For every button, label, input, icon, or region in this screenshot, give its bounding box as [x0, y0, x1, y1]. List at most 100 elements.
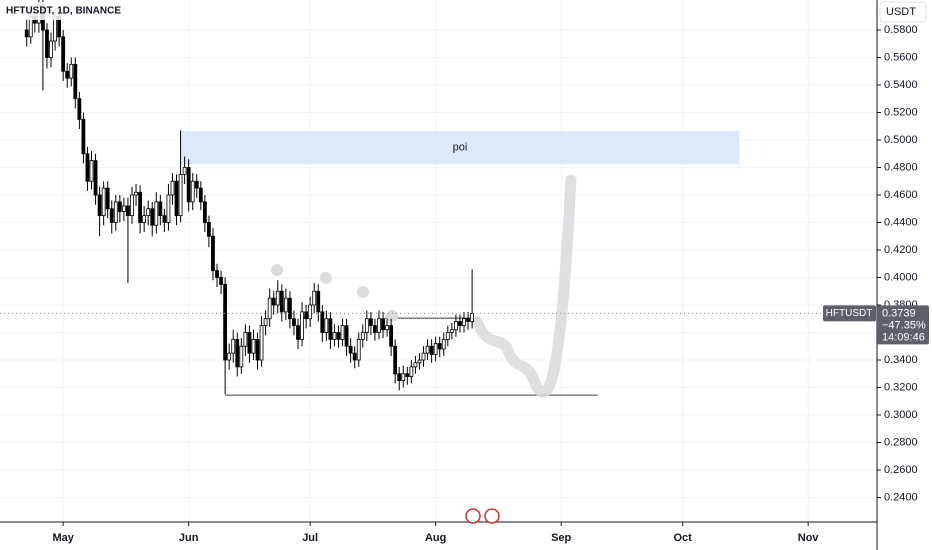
candle-body	[117, 201, 122, 212]
candle-body	[417, 359, 422, 364]
candle-body	[227, 352, 232, 361]
y-tick-label: 0.5600	[884, 51, 918, 63]
candle-body	[413, 362, 418, 368]
candle-body	[409, 366, 414, 377]
candle-body	[263, 318, 268, 327]
y-tick-label: 0.4800	[884, 161, 918, 173]
candle-body	[352, 352, 357, 361]
candle-body	[93, 160, 98, 196]
candle-body	[324, 318, 329, 333]
candle-body	[162, 215, 167, 223]
candles	[24, 0, 475, 395]
candle-body	[316, 290, 321, 313]
candle-body	[101, 187, 106, 217]
candle-body	[336, 332, 341, 340]
candle-body	[300, 311, 304, 340]
x-tick-label: Sep	[551, 532, 571, 544]
candle-body	[130, 194, 134, 217]
chart-title: HFTUSDT, 1D, BINANCE	[6, 6, 121, 17]
candle-body	[320, 311, 325, 333]
candle-body	[356, 338, 361, 361]
title-bg	[0, 2, 104, 20]
candle-body	[65, 70, 70, 79]
x-tick-label: Oct	[673, 532, 692, 544]
candle-body	[389, 325, 394, 347]
y-tick-label: 0.4000	[884, 271, 918, 283]
candle-body	[113, 201, 118, 223]
candle-body	[259, 325, 264, 361]
candle-body	[49, 40, 53, 58]
candle-body	[421, 352, 426, 361]
candle-body	[397, 373, 402, 382]
symbol-label: HFTUSDT	[826, 308, 873, 319]
candle-body	[466, 318, 470, 322]
candle-body	[73, 63, 78, 100]
event-icon[interactable]	[465, 508, 481, 524]
candle-body	[61, 36, 66, 72]
candle-body	[142, 215, 147, 223]
zones: poi	[180, 131, 740, 396]
candle-body	[174, 180, 179, 217]
candle-body	[134, 191, 138, 196]
x-tick-label: Aug	[425, 532, 446, 544]
event-icon[interactable]	[484, 508, 500, 524]
zone	[180, 131, 740, 165]
grid	[0, 0, 877, 522]
candle-body	[433, 343, 438, 355]
candle-body	[69, 63, 74, 79]
candle-body	[340, 325, 345, 340]
candle-body	[255, 338, 260, 361]
x-tick-label: May	[52, 532, 74, 544]
candle-body	[332, 332, 337, 340]
y-tick-label: 0.4600	[884, 189, 918, 201]
y-tick-label: 0.3200	[884, 381, 918, 393]
candle-body	[393, 345, 398, 375]
candle-body	[292, 318, 296, 327]
candle-body	[186, 167, 191, 203]
y-tick-label: 0.2400	[884, 491, 918, 503]
candle-body	[377, 318, 381, 333]
y-tick-label: 0.2800	[884, 436, 918, 448]
candle-body	[445, 332, 450, 340]
y-tick-label: 0.4400	[884, 216, 918, 228]
candle-body	[77, 98, 82, 120]
candle-body	[211, 235, 215, 272]
candle-body	[85, 153, 90, 182]
currency-box[interactable]	[879, 1, 927, 23]
currency: USDT	[886, 6, 916, 18]
candle-body	[405, 373, 410, 377]
candle-body	[304, 311, 308, 320]
y-tick-label: 0.5200	[884, 106, 918, 118]
candle-body	[158, 201, 163, 217]
candle-body	[235, 338, 240, 368]
y-tick-label: 0.3000	[884, 409, 918, 421]
candle-body	[170, 180, 175, 196]
candle-body	[81, 118, 86, 155]
marker-dot	[320, 272, 332, 284]
candle-body	[312, 290, 317, 306]
candle-body	[458, 321, 462, 327]
candle-body	[121, 205, 126, 212]
y-tick-label: 0.5000	[884, 134, 918, 146]
price-change: −47.35%	[882, 319, 926, 331]
candle-body	[202, 201, 207, 223]
x-tick-label: Jul	[302, 532, 318, 544]
candle-body	[150, 208, 155, 226]
candle-body	[207, 222, 211, 237]
candle-body	[97, 194, 102, 217]
candle-body	[429, 345, 434, 355]
candle-body	[267, 297, 272, 320]
y-tick-label: 0.2600	[884, 464, 918, 476]
candle-body	[223, 283, 228, 361]
candle-body	[194, 180, 199, 189]
countdown: 14:09:46	[882, 331, 925, 343]
symbol-tag	[823, 305, 876, 322]
candle-body	[198, 187, 203, 203]
candle-body	[364, 318, 369, 333]
candle-body	[126, 205, 130, 217]
projection-path	[471, 174, 577, 398]
candle-body	[368, 318, 373, 327]
candle-body	[296, 325, 300, 340]
